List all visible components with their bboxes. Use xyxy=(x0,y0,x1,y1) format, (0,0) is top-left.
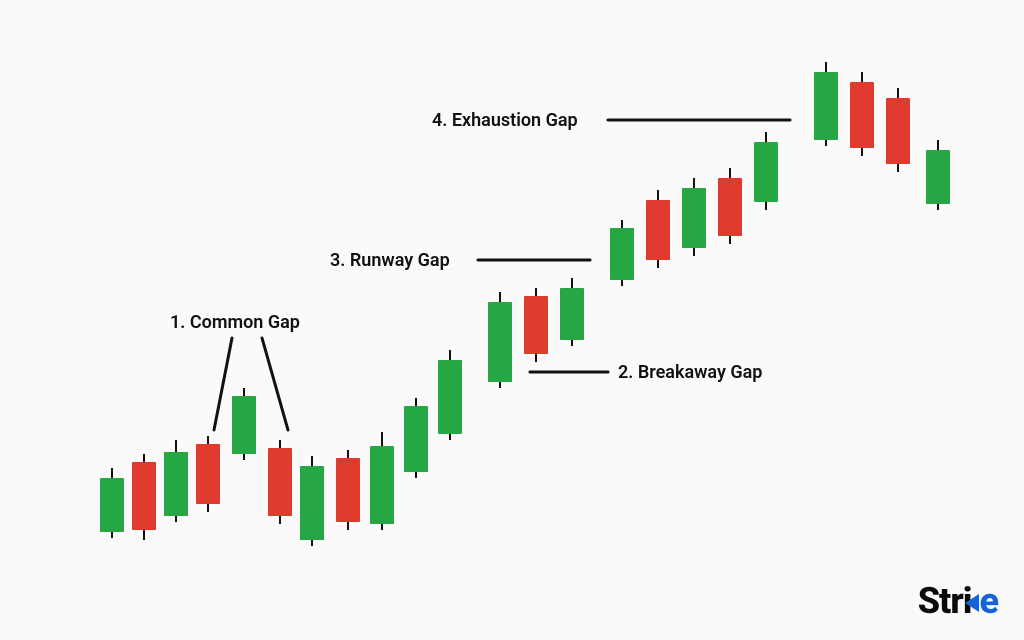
candle xyxy=(404,0,428,640)
candle xyxy=(718,0,742,640)
candle-body-bull xyxy=(754,142,778,202)
candle-body-bull xyxy=(100,478,124,532)
brand-text-a: Stri xyxy=(918,580,972,622)
annotation-breakaway-gap: 2. Breakaway Gap xyxy=(618,362,762,383)
candle-body-bull xyxy=(814,72,838,140)
candle xyxy=(488,0,512,640)
candle-body-bear xyxy=(886,98,910,164)
candle-body-bear xyxy=(336,458,360,522)
candle-body-bull xyxy=(560,288,584,340)
candle xyxy=(100,0,124,640)
candle xyxy=(814,0,838,640)
candle xyxy=(438,0,462,640)
candle xyxy=(370,0,394,640)
candle-body-bear xyxy=(132,462,156,530)
candle xyxy=(682,0,706,640)
brand-logo: Strie xyxy=(918,580,996,622)
chart-canvas: 1. Common Gap 2. Breakaway Gap 3. Runway G… xyxy=(0,0,1024,640)
candle xyxy=(524,0,548,640)
candle-body-bear xyxy=(718,178,742,236)
candle-body-bear xyxy=(850,82,874,148)
candle xyxy=(926,0,950,640)
candle-body-bull xyxy=(370,446,394,524)
candle-body-bear xyxy=(268,448,292,516)
candle-body-bull xyxy=(404,406,428,472)
brand-arrow-icon xyxy=(965,594,979,612)
candle-body-bear xyxy=(646,200,670,260)
candle xyxy=(300,0,324,640)
annotation-runway-gap: 3. Runway Gap xyxy=(330,250,450,271)
candle-body-bear xyxy=(524,296,548,354)
candle xyxy=(646,0,670,640)
candle-body-bull xyxy=(164,452,188,516)
candle-body-bull xyxy=(610,228,634,280)
brand-text-b: e xyxy=(979,580,998,622)
candle-body-bull xyxy=(926,150,950,204)
candle-body-bull xyxy=(300,466,324,540)
candle xyxy=(886,0,910,640)
annotation-common-gap: 1. Common Gap xyxy=(170,312,300,333)
candle xyxy=(754,0,778,640)
candle-body-bull xyxy=(438,360,462,434)
candle xyxy=(336,0,360,640)
candle-body-bull xyxy=(488,302,512,382)
candle xyxy=(850,0,874,640)
candle xyxy=(610,0,634,640)
annotation-exhaustion-gap: 4. Exhaustion Gap xyxy=(432,110,578,131)
candle-body-bull xyxy=(232,396,256,454)
candle xyxy=(560,0,584,640)
candle xyxy=(132,0,156,640)
candle-body-bull xyxy=(682,188,706,248)
candle-body-bear xyxy=(196,444,220,504)
